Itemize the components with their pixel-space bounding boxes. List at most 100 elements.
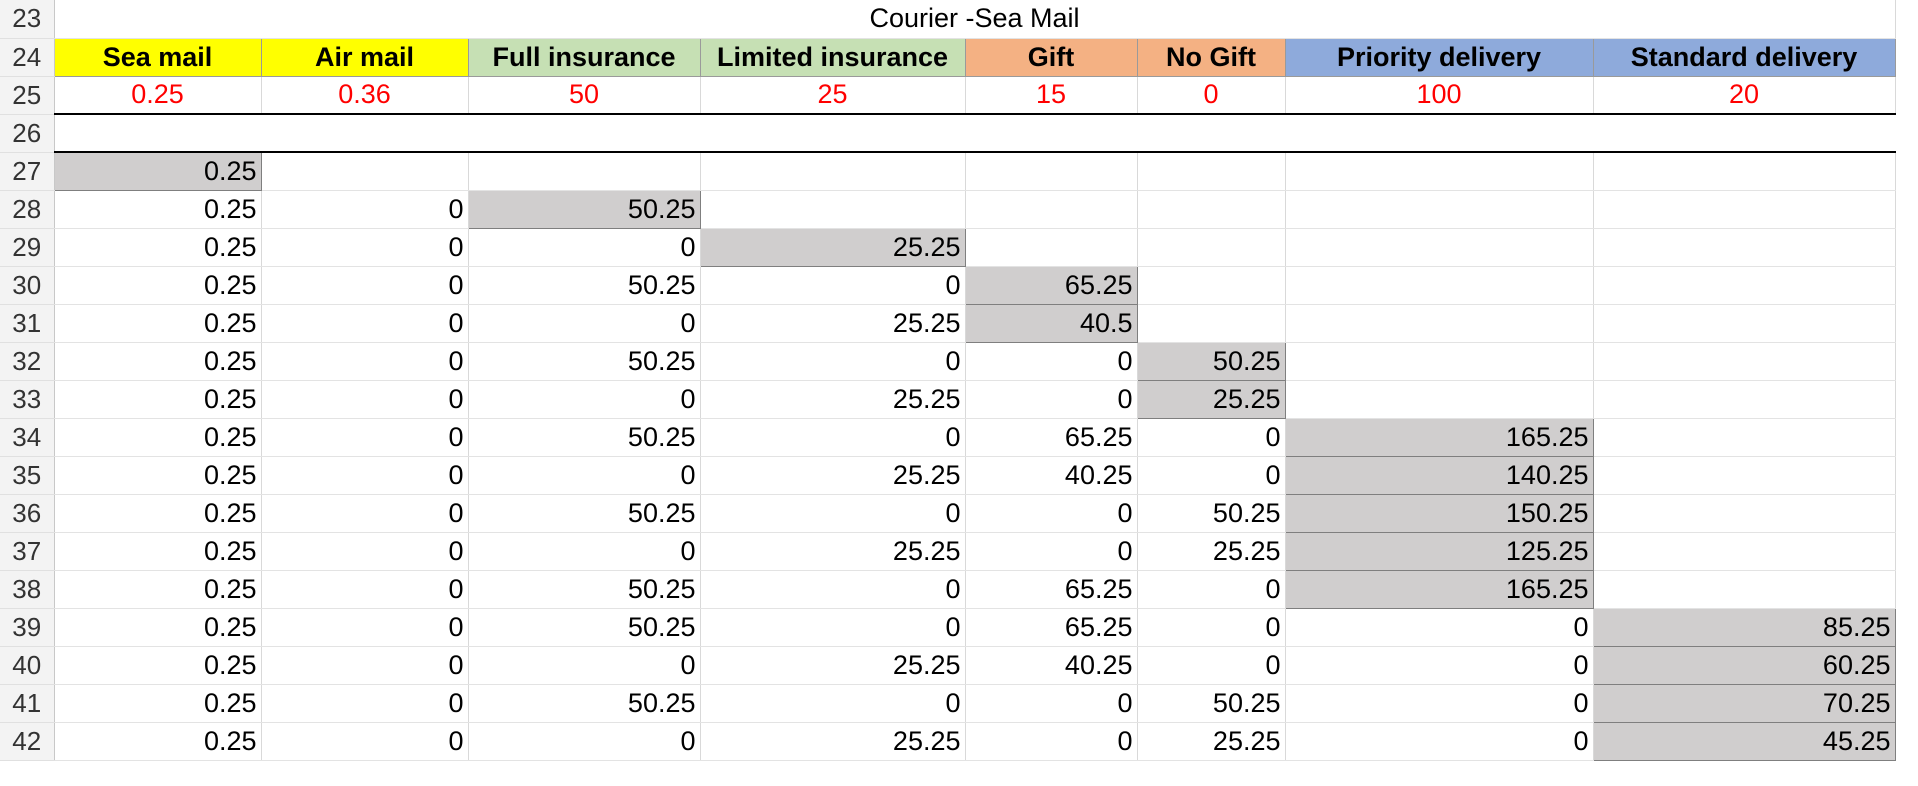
value-cell[interactable]: 0 bbox=[468, 532, 701, 571]
value-cell[interactable]: 0 bbox=[700, 266, 966, 305]
value-cell[interactable]: 25.25 bbox=[700, 380, 966, 419]
value-cell[interactable]: 0 bbox=[468, 228, 701, 267]
price-cell[interactable]: 25 bbox=[700, 76, 966, 115]
value-cell[interactable]: 25.25 bbox=[700, 304, 966, 343]
highlighted-total-cell[interactable]: 50.25 bbox=[1136, 341, 1286, 381]
highlighted-total-cell[interactable]: 70.25 bbox=[1592, 683, 1896, 723]
highlighted-total-cell[interactable]: 165.25 bbox=[1284, 417, 1594, 457]
value-cell[interactable] bbox=[468, 151, 701, 191]
price-cell[interactable]: 0 bbox=[1137, 76, 1286, 115]
row-number[interactable]: 27 bbox=[0, 152, 55, 191]
value-cell[interactable]: 0 bbox=[261, 608, 469, 647]
value-cell[interactable]: 0 bbox=[261, 304, 469, 343]
value-cell[interactable]: 40.25 bbox=[965, 646, 1138, 685]
price-cell[interactable]: 0.36 bbox=[261, 76, 469, 115]
value-cell[interactable]: 0.25 bbox=[54, 342, 262, 381]
value-cell[interactable] bbox=[1593, 380, 1896, 419]
highlighted-total-cell[interactable]: 85.25 bbox=[1592, 607, 1896, 647]
value-cell[interactable]: 0 bbox=[1285, 722, 1594, 761]
value-cell[interactable]: 65.25 bbox=[965, 570, 1138, 609]
value-cell[interactable] bbox=[1137, 190, 1286, 229]
column-header-cell[interactable]: Air mail bbox=[260, 37, 469, 77]
row-number[interactable]: 39 bbox=[0, 608, 55, 647]
value-cell[interactable] bbox=[1285, 228, 1594, 267]
value-cell[interactable]: 0.25 bbox=[54, 570, 262, 609]
value-cell[interactable]: 0 bbox=[261, 228, 469, 267]
highlighted-total-cell[interactable]: 25.25 bbox=[699, 227, 966, 267]
value-cell[interactable]: 0.25 bbox=[54, 190, 262, 229]
value-cell[interactable]: 0 bbox=[965, 342, 1138, 381]
value-cell[interactable]: 0 bbox=[1285, 646, 1594, 685]
price-cell[interactable]: 100 bbox=[1285, 76, 1594, 115]
value-cell[interactable]: 0.25 bbox=[54, 494, 262, 533]
row-number[interactable]: 29 bbox=[0, 228, 55, 267]
value-cell[interactable] bbox=[1593, 304, 1896, 343]
value-cell[interactable]: 0 bbox=[1137, 608, 1286, 647]
highlighted-total-cell[interactable]: 60.25 bbox=[1592, 645, 1896, 685]
row-number[interactable]: 33 bbox=[0, 380, 55, 419]
value-cell[interactable]: 0 bbox=[1137, 418, 1286, 457]
value-cell[interactable]: 50.25 bbox=[468, 418, 701, 457]
column-header-cell[interactable]: Standard delivery bbox=[1592, 37, 1896, 77]
value-cell[interactable]: 50.25 bbox=[468, 570, 701, 609]
value-cell[interactable] bbox=[1593, 532, 1896, 571]
value-cell[interactable] bbox=[1137, 266, 1286, 305]
highlighted-total-cell[interactable]: 65.25 bbox=[964, 265, 1138, 305]
value-cell[interactable]: 0.25 bbox=[54, 228, 262, 267]
value-cell[interactable] bbox=[1285, 151, 1594, 191]
row-number[interactable]: 41 bbox=[0, 684, 55, 723]
value-cell[interactable]: 0.25 bbox=[54, 266, 262, 305]
column-header-cell[interactable]: Priority delivery bbox=[1284, 37, 1594, 77]
value-cell[interactable] bbox=[1137, 151, 1286, 191]
row-number[interactable]: 23 bbox=[0, 0, 55, 39]
value-cell[interactable]: 0 bbox=[965, 494, 1138, 533]
value-cell[interactable] bbox=[1285, 380, 1594, 419]
value-cell[interactable] bbox=[1593, 342, 1896, 381]
value-cell[interactable]: 0 bbox=[700, 418, 966, 457]
value-cell[interactable]: 0 bbox=[468, 646, 701, 685]
highlighted-total-cell[interactable]: 50.25 bbox=[467, 189, 701, 229]
value-cell[interactable]: 50.25 bbox=[1137, 494, 1286, 533]
value-cell[interactable] bbox=[1285, 190, 1594, 229]
highlighted-total-cell[interactable]: 45.25 bbox=[1592, 721, 1896, 761]
row-number[interactable]: 32 bbox=[0, 342, 55, 381]
value-cell[interactable]: 0.25 bbox=[54, 646, 262, 685]
row-number[interactable]: 35 bbox=[0, 456, 55, 495]
highlighted-total-cell[interactable]: 40.5 bbox=[964, 303, 1138, 343]
value-cell[interactable] bbox=[261, 151, 469, 191]
highlighted-total-cell[interactable]: 150.25 bbox=[1284, 493, 1594, 533]
value-cell[interactable]: 40.25 bbox=[965, 456, 1138, 495]
row-number[interactable]: 25 bbox=[0, 76, 55, 115]
price-cell[interactable]: 0.25 bbox=[54, 76, 262, 115]
value-cell[interactable]: 0 bbox=[261, 456, 469, 495]
value-cell[interactable] bbox=[965, 190, 1138, 229]
value-cell[interactable]: 50.25 bbox=[468, 494, 701, 533]
value-cell[interactable]: 0 bbox=[1137, 570, 1286, 609]
highlighted-total-cell[interactable]: 140.25 bbox=[1284, 455, 1594, 495]
value-cell[interactable]: 0 bbox=[468, 456, 701, 495]
value-cell[interactable]: 0 bbox=[261, 722, 469, 761]
value-cell[interactable]: 0.25 bbox=[54, 304, 262, 343]
value-cell[interactable] bbox=[1593, 228, 1896, 267]
value-cell[interactable] bbox=[1285, 304, 1594, 343]
value-cell[interactable]: 0 bbox=[700, 684, 966, 723]
price-cell[interactable]: 15 bbox=[965, 76, 1138, 115]
value-cell[interactable]: 0 bbox=[261, 570, 469, 609]
value-cell[interactable]: 0 bbox=[261, 342, 469, 381]
value-cell[interactable]: 25.25 bbox=[1137, 722, 1286, 761]
value-cell[interactable]: 25.25 bbox=[700, 532, 966, 571]
value-cell[interactable]: 0 bbox=[700, 494, 966, 533]
column-header-cell[interactable]: Sea mail bbox=[53, 37, 262, 77]
value-cell[interactable]: 0.25 bbox=[54, 722, 262, 761]
value-cell[interactable]: 50.25 bbox=[1137, 684, 1286, 723]
value-cell[interactable]: 0 bbox=[700, 342, 966, 381]
highlighted-total-cell[interactable]: 125.25 bbox=[1284, 531, 1594, 571]
row-number[interactable]: 38 bbox=[0, 570, 55, 609]
value-cell[interactable]: 0 bbox=[965, 380, 1138, 419]
sheet-title-cell[interactable]: Courier -Sea Mail bbox=[54, 0, 1896, 39]
row-number[interactable]: 24 bbox=[0, 38, 55, 77]
value-cell[interactable]: 0 bbox=[261, 646, 469, 685]
value-cell[interactable]: 0 bbox=[1137, 456, 1286, 495]
value-cell[interactable] bbox=[1137, 228, 1286, 267]
row-number[interactable]: 34 bbox=[0, 418, 55, 457]
